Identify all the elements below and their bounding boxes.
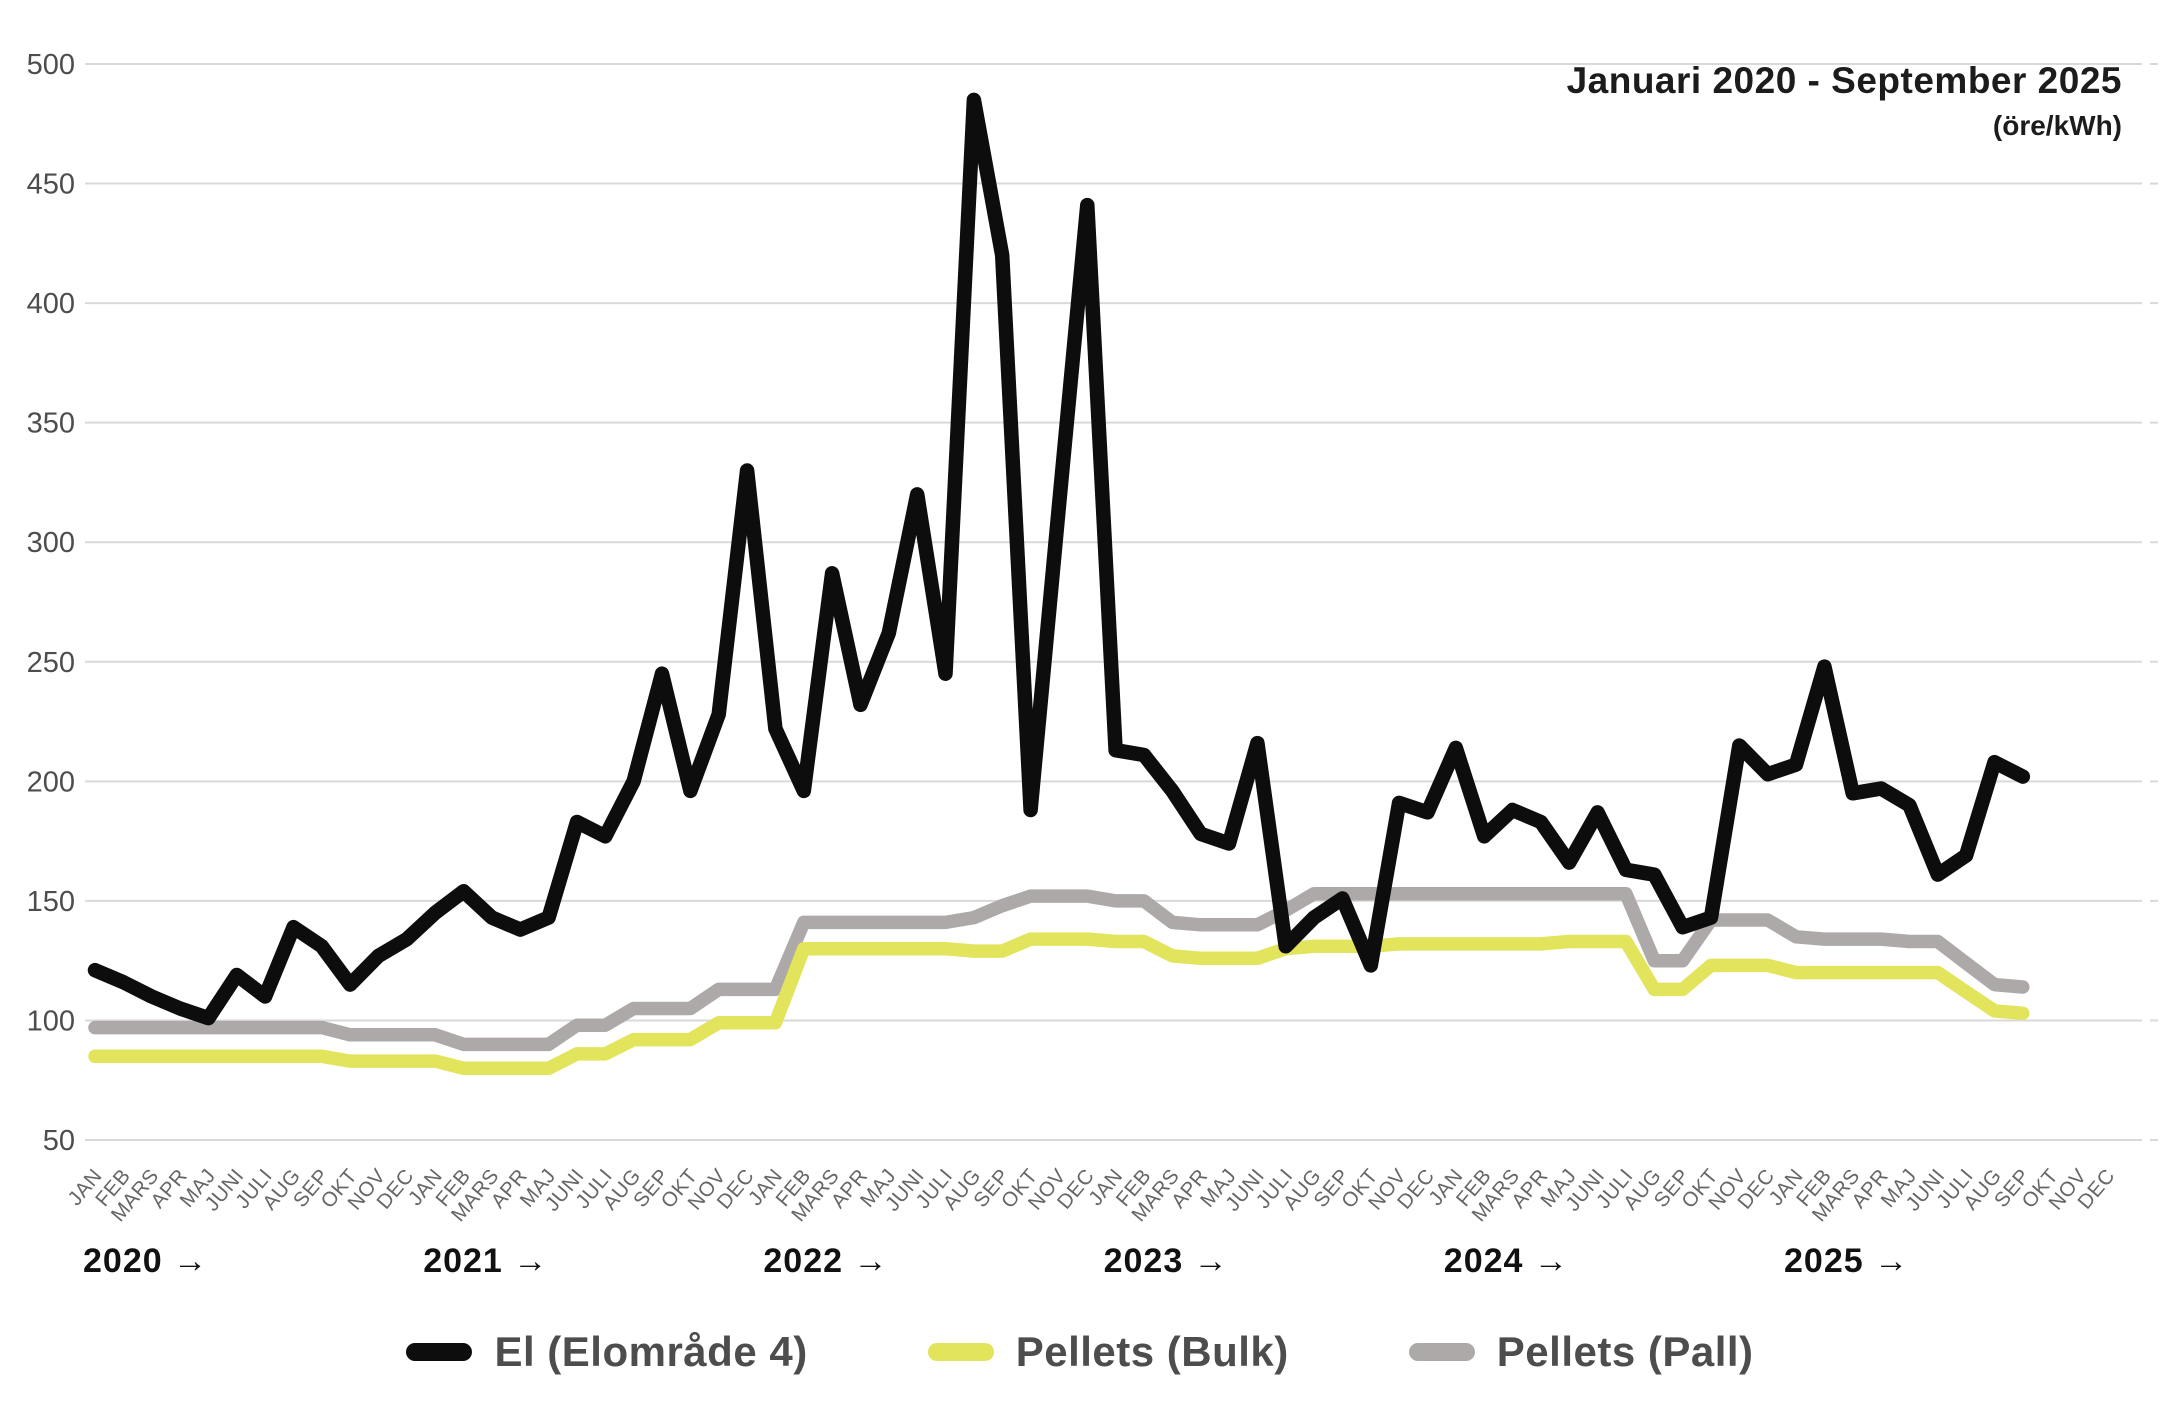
series-line-pellets-pall xyxy=(88,886,2030,1052)
legend-item: El (Elområde 4) xyxy=(406,1328,807,1376)
price-chart: 50 100 150 200 250 300 350 400 450 500 JAN FEB MARS A… xyxy=(27,49,2158,1280)
y-tick-label: 300 xyxy=(27,527,75,559)
legend-item: Pellets (Bulk) xyxy=(927,1328,1289,1376)
series-line-pellets-bulk xyxy=(88,932,2030,1076)
y-tick-label: 250 xyxy=(27,647,75,679)
chart-legend: El (Elområde 4) Pellets (Bulk) Pellets (Pa… xyxy=(0,1312,2160,1392)
year-label: 2023 → xyxy=(1104,1242,1229,1280)
year-label: 2022 → xyxy=(763,1242,888,1280)
year-label: 2025 → xyxy=(1784,1242,1909,1280)
year-label: 2024 → xyxy=(1444,1242,1569,1280)
chart-title: Januari 2020 - September 2025 xyxy=(1566,60,2122,101)
legend-item: Pellets (Pall) xyxy=(1408,1328,1754,1376)
y-tick-label: 200 xyxy=(27,766,75,798)
legend-label: El (Elområde 4) xyxy=(494,1328,808,1375)
y-tick-label: 450 xyxy=(27,169,75,201)
year-label: 2021 → xyxy=(423,1242,548,1280)
legend-swatch xyxy=(927,1343,994,1361)
y-tick-label: 50 xyxy=(43,1125,75,1157)
y-tick-label: 100 xyxy=(27,1005,75,1037)
series-line-el xyxy=(87,92,2031,1026)
legend-label: Pellets (Bulk) xyxy=(1015,1328,1289,1375)
chart-unit-label: (öre/kWh) xyxy=(1992,110,2122,142)
year-label: 2020 → xyxy=(83,1242,208,1280)
price-chart-svg: 50100150200250300350400450500JANFEBMARSA… xyxy=(27,49,2158,1280)
legend-swatch xyxy=(1408,1343,1475,1361)
y-tick-label: 350 xyxy=(27,408,75,440)
y-tick-label: 150 xyxy=(27,886,75,918)
y-tick-label: 500 xyxy=(27,49,75,81)
y-tick-label: 400 xyxy=(27,288,75,320)
legend-swatch xyxy=(406,1343,473,1361)
legend-label: Pellets (Pall) xyxy=(1496,1328,1754,1375)
chart-title-block: Januari 2020 - September 2025 (öre/kWh) xyxy=(1567,58,2122,143)
